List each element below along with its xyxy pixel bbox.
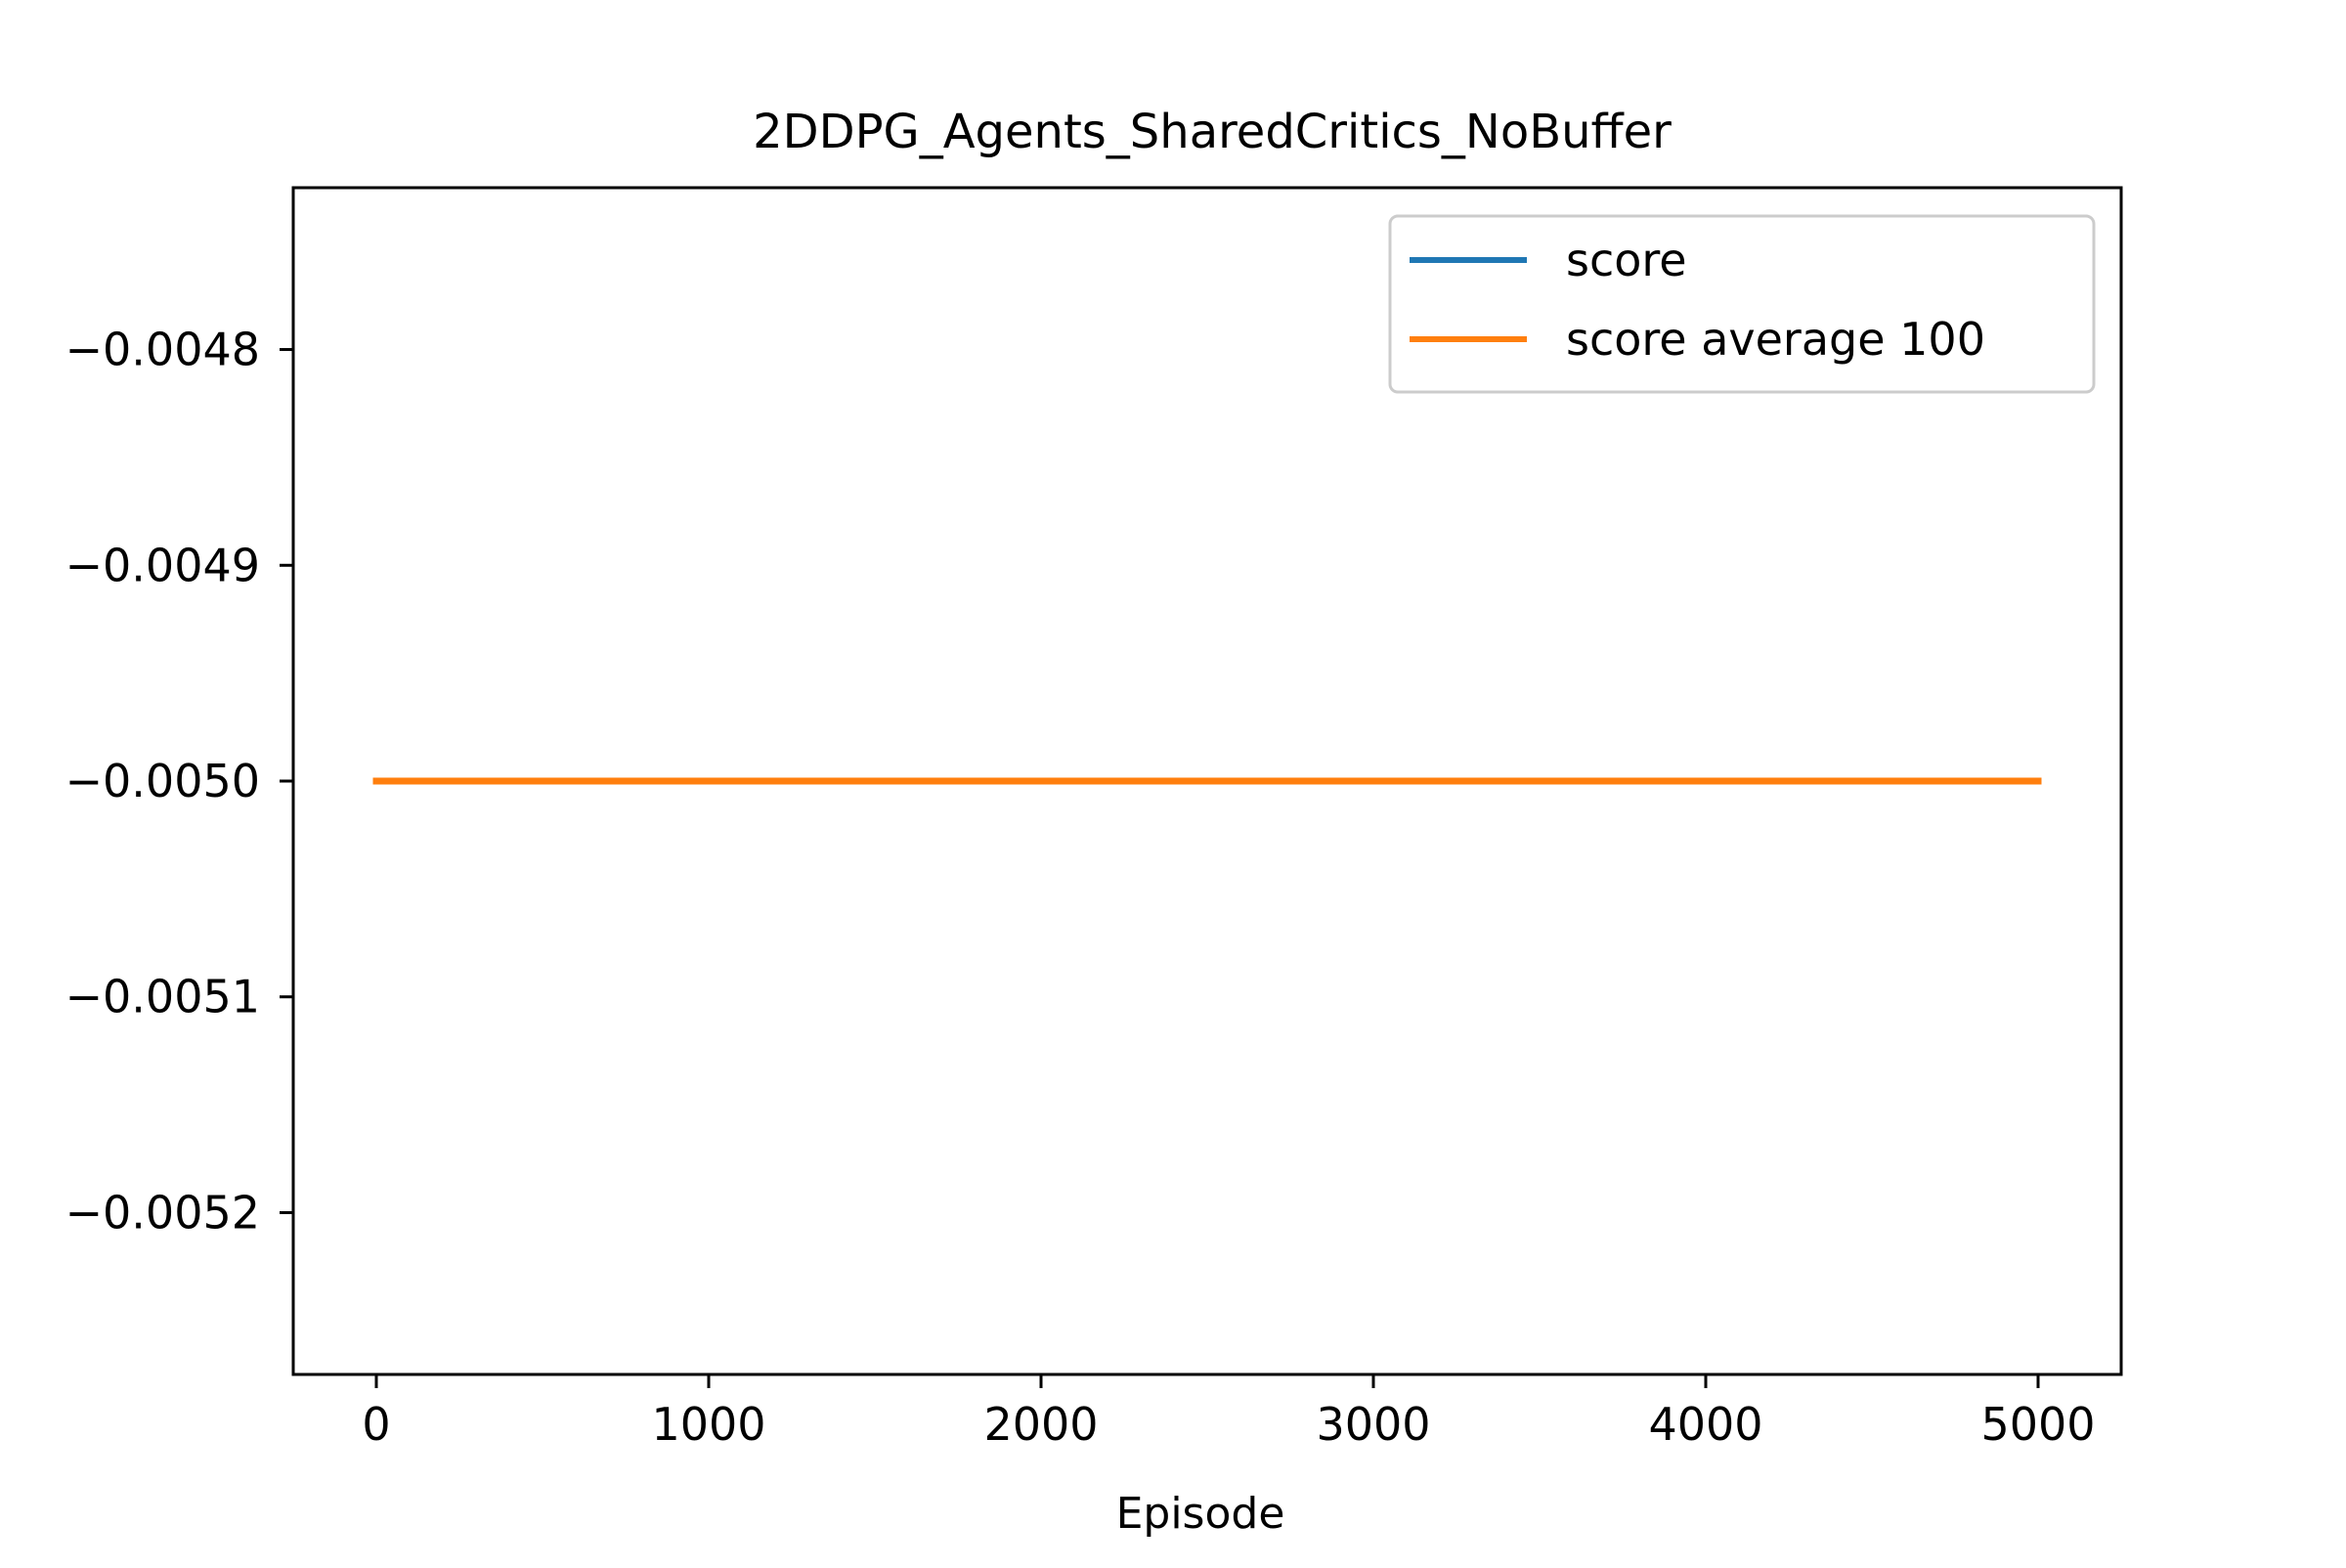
x-tick-label: 2000	[983, 1398, 1098, 1451]
x-tick-label: 3000	[1316, 1398, 1430, 1451]
x-tick-label: 1000	[651, 1398, 765, 1451]
x-tick-label: 0	[362, 1398, 390, 1451]
y-tick-label: −0.0050	[65, 755, 261, 807]
x-axis: 0 1000 2000 3000 4000 5000	[362, 1374, 2096, 1451]
x-tick-label: 4000	[1648, 1398, 1762, 1451]
y-axis: −0.0048 −0.0049 −0.0050 −0.0051 −0.0052	[65, 324, 293, 1239]
y-tick-label: −0.0052	[65, 1186, 261, 1239]
y-tick-label: −0.0049	[65, 539, 261, 591]
legend-box	[1388, 214, 2096, 394]
x-axis-label: Episode	[1116, 1489, 1285, 1539]
chart-title: 2DDPG_Agents_SharedCritics_NoBuffer	[753, 105, 1672, 159]
legend-label-score: score	[1566, 234, 1687, 286]
legend-label-score-average: score average 100	[1566, 313, 1985, 366]
y-tick-label: −0.0051	[65, 971, 261, 1024]
y-tick-label: −0.0048	[65, 324, 261, 376]
x-tick-label: 5000	[1980, 1398, 2095, 1451]
legend: score score average 100	[1388, 214, 2096, 394]
